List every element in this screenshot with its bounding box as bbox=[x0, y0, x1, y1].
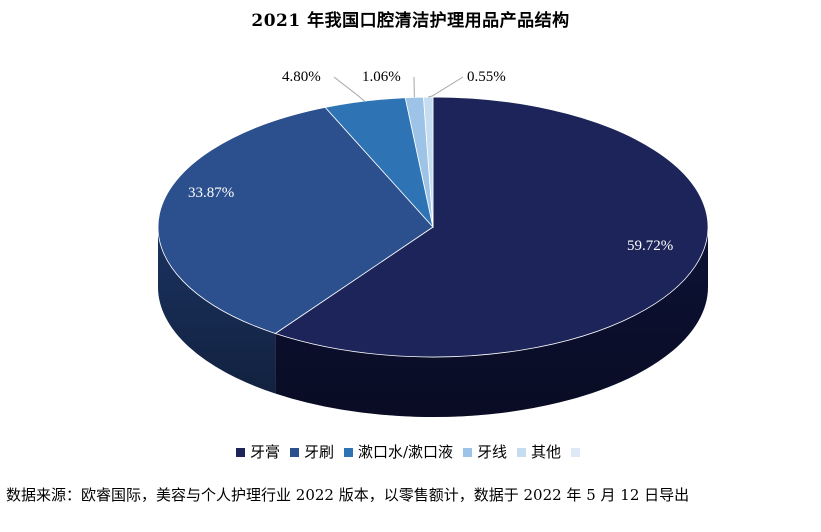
legend-item-0: 牙膏 bbox=[235, 441, 280, 462]
data-label-0: 59.72% bbox=[627, 238, 673, 254]
legend-item-extra bbox=[571, 443, 585, 461]
data-label-2: 4.80% bbox=[282, 69, 321, 85]
leader-line-2 bbox=[333, 76, 365, 102]
leader-line-4 bbox=[428, 76, 464, 98]
legend-label-2: 漱口水/漱口液 bbox=[357, 443, 454, 461]
legend: 牙膏 牙刷 漱口水/漱口液 牙线 其他 bbox=[0, 441, 821, 462]
legend-swatch-extra bbox=[571, 447, 581, 457]
pie-slice-1 bbox=[157, 106, 434, 334]
legend-item-3: 牙线 bbox=[463, 441, 507, 462]
legend-swatch-4 bbox=[517, 447, 527, 457]
legend-label-4: 其他 bbox=[531, 443, 562, 461]
legend-item-2: 漱口水/漱口液 bbox=[343, 441, 454, 462]
pie-side-shade-0 bbox=[275, 227, 708, 417]
legend-label-3: 牙线 bbox=[477, 443, 508, 461]
pie-slice-0 bbox=[274, 96, 709, 358]
legend-swatch-1 bbox=[289, 447, 299, 457]
data-label-3: 1.06% bbox=[362, 69, 401, 85]
legend-swatch-0 bbox=[235, 447, 245, 457]
pie-side-shade-1 bbox=[158, 227, 276, 394]
legend-label-1: 牙刷 bbox=[303, 443, 334, 461]
data-label-1: 33.87% bbox=[188, 185, 234, 201]
chart-title: 2021 年我国口腔清洁护理用品产品结构 bbox=[251, 11, 570, 31]
legend-swatch-2 bbox=[343, 447, 353, 457]
data-label-4: 0.55% bbox=[467, 69, 506, 85]
legend-swatch-3 bbox=[463, 447, 473, 457]
legend-label-0: 牙膏 bbox=[249, 443, 280, 461]
source-note: 数据来源：欧睿国际，美容与个人护理行业 2022 版本，以零售额计，数据于 20… bbox=[6, 486, 690, 504]
legend-item-4: 其他 bbox=[517, 441, 561, 462]
legend-item-1: 牙刷 bbox=[289, 441, 334, 462]
